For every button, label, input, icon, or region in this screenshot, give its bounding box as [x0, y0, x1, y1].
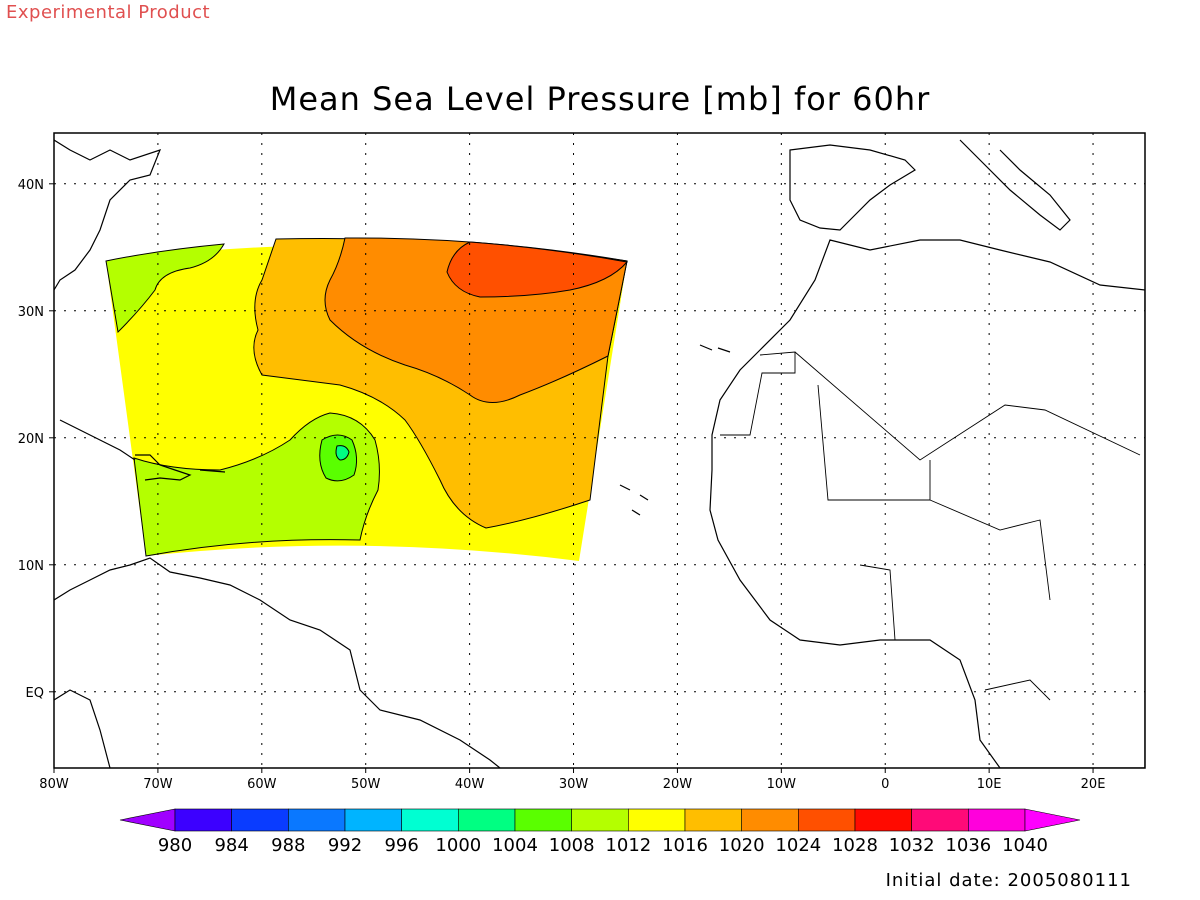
colorbar-level-label: 1012 [605, 835, 651, 856]
colorbar-swatch [231, 808, 289, 832]
coast-cape-verde [619, 484, 649, 516]
colorbar-level-label: 1032 [889, 835, 935, 856]
colorbar-swatch [344, 808, 402, 832]
colorbar-level-label: 980 [158, 835, 192, 856]
experimental-banner: Experimental Product [6, 2, 211, 23]
colorbar-level-label: 1024 [775, 835, 821, 856]
colorbar-level-label: 1004 [492, 835, 538, 856]
colorbar-level-label: 1028 [832, 835, 878, 856]
grid-lines [54, 133, 1145, 768]
coastlines [54, 139, 1145, 768]
plot-frame [53, 132, 1146, 769]
colorbar-high-arrow [1024, 808, 1081, 832]
coast-hispaniola [135, 454, 192, 481]
lat-tick-label: 10N [18, 559, 44, 574]
region-1028 [446, 241, 628, 298]
lat-tick-label: 40N [18, 178, 44, 193]
colorbar-swatch [854, 808, 912, 832]
colorbar-swatch [174, 808, 232, 832]
colorbar-swatch [628, 808, 686, 832]
colorbar-swatch [458, 808, 516, 832]
coast-iberia [789, 144, 916, 231]
lat-tick-label: 30N [18, 305, 44, 320]
colorbar-swatch [288, 808, 346, 832]
coast-north-america [54, 139, 162, 291]
colorbar-level-label: 984 [214, 835, 248, 856]
colorbar-swatch [911, 808, 969, 832]
coast-south-america-west [54, 689, 111, 768]
colorbar-level-label: 1020 [719, 835, 765, 856]
chart-title: Mean Sea Level Pressure [mb] for 60hr [269, 80, 931, 118]
colorbar: 980 984 988 992 996 1000 1004 1008 1012 1016 1020 1… [119, 808, 1081, 856]
colorbar-level-label: 988 [271, 835, 305, 856]
colorbar-swatch [798, 808, 856, 832]
colorbar-swatch [571, 808, 629, 832]
colorbar-swatch [741, 808, 799, 832]
lon-tick-label: 30W [559, 777, 589, 792]
lon-tick-label: 20W [663, 777, 693, 792]
colorbar-level-label: 1000 [435, 835, 481, 856]
coast-puerto-rico [199, 469, 226, 473]
lon-tick-label: 70W [143, 777, 173, 792]
political-borders [720, 351, 1141, 701]
coast-canaries [699, 344, 731, 353]
region-1012-west [105, 243, 225, 334]
coast-south-america [54, 557, 501, 768]
colorbar-level-label: 1036 [945, 835, 991, 856]
colorbar-swatch [684, 808, 742, 832]
lat-tick-label: 20N [18, 432, 44, 447]
lon-tick-label: 10E [977, 777, 1002, 792]
colorbar-swatch [514, 808, 572, 832]
lon-tick-label: 0 [881, 777, 889, 792]
initial-date: Initial date: 2005080111 [885, 870, 1132, 891]
pressure-field [105, 237, 628, 561]
colorbar-level-label: 1016 [662, 835, 708, 856]
lon-tick-label: 20E [1081, 777, 1106, 792]
coast-africa [709, 239, 1145, 768]
region-1004 [335, 445, 350, 461]
lon-tick-label: 50W [351, 777, 381, 792]
colorbar-level-label: 1008 [549, 835, 595, 856]
colorbar-level-label: 1040 [1002, 835, 1048, 856]
colorbar-low-arrow [119, 808, 176, 832]
colorbar-level-label: 996 [384, 835, 418, 856]
region-1012-south [133, 412, 380, 557]
lon-tick-label: 80W [39, 777, 69, 792]
colorbar-swatch [968, 808, 1026, 832]
lat-tick-label: EQ [26, 686, 44, 701]
lon-tick-label: 60W [247, 777, 277, 792]
lon-tick-label: 40W [455, 777, 485, 792]
colorbar-swatch [401, 808, 459, 832]
lon-tick-label: 10W [767, 777, 797, 792]
coast-italy [959, 139, 1071, 231]
colorbar-level-label: 992 [328, 835, 362, 856]
axis-ticks: 80W 70W 60W 50W 40W 30W 20W 10W 0 10E 20E 40N 30N 20N… [18, 178, 1106, 792]
coast-cuba [59, 419, 136, 461]
